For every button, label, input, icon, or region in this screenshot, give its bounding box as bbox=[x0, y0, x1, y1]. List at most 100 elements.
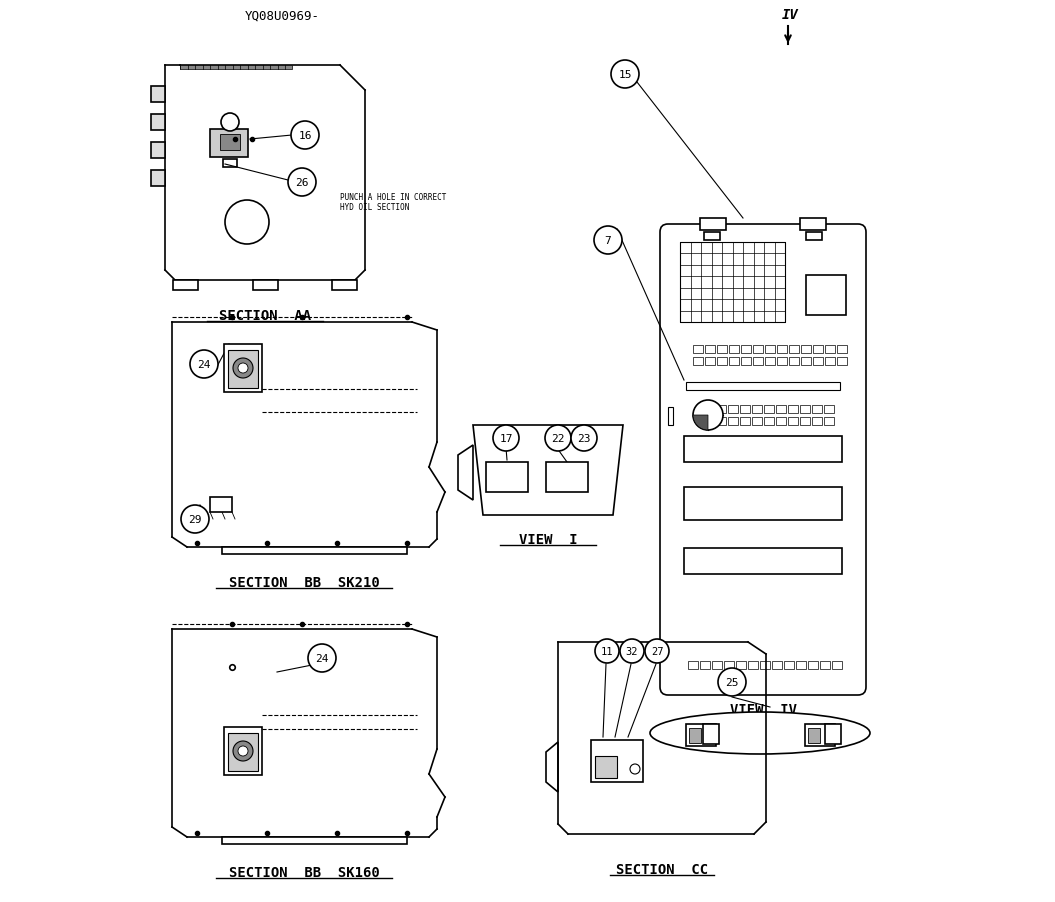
Bar bbox=[693, 345, 703, 354]
Bar bbox=[668, 408, 673, 426]
Bar bbox=[764, 418, 774, 426]
Bar bbox=[837, 357, 847, 365]
Text: 16: 16 bbox=[299, 131, 311, 141]
Bar bbox=[776, 345, 787, 354]
Bar bbox=[808, 661, 818, 669]
Text: PUNCH A HOLE IN CORRECT
HYD OIL SECTION: PUNCH A HOLE IN CORRECT HYD OIL SECTION bbox=[340, 193, 446, 212]
Text: IV: IV bbox=[782, 8, 799, 22]
Circle shape bbox=[190, 351, 218, 379]
Bar bbox=[224, 345, 262, 392]
Bar bbox=[332, 281, 357, 290]
Circle shape bbox=[291, 122, 319, 150]
Bar bbox=[688, 661, 698, 669]
FancyBboxPatch shape bbox=[660, 225, 866, 695]
Bar bbox=[724, 661, 734, 669]
Bar bbox=[740, 406, 750, 413]
Circle shape bbox=[308, 644, 335, 672]
Text: 26: 26 bbox=[295, 178, 309, 188]
Ellipse shape bbox=[650, 713, 870, 754]
Bar bbox=[712, 661, 722, 669]
Bar bbox=[705, 357, 715, 365]
Bar bbox=[813, 357, 823, 365]
Bar bbox=[151, 143, 165, 159]
Bar bbox=[741, 357, 751, 365]
Circle shape bbox=[594, 226, 622, 254]
Bar bbox=[729, 345, 738, 354]
Bar bbox=[701, 661, 710, 669]
Bar bbox=[693, 357, 703, 365]
Text: VIEW  IV: VIEW IV bbox=[729, 703, 797, 716]
Circle shape bbox=[238, 364, 248, 373]
Text: 32: 32 bbox=[626, 647, 638, 657]
Bar bbox=[801, 357, 811, 365]
Bar bbox=[765, 345, 775, 354]
Circle shape bbox=[718, 668, 746, 696]
Bar bbox=[752, 418, 762, 426]
Bar bbox=[825, 357, 835, 365]
Text: SECTION  BB  SK210: SECTION BB SK210 bbox=[229, 575, 380, 589]
Bar bbox=[801, 345, 811, 354]
Circle shape bbox=[181, 505, 209, 533]
Circle shape bbox=[630, 764, 640, 774]
Bar bbox=[546, 463, 588, 492]
Text: 27: 27 bbox=[651, 647, 664, 657]
Bar bbox=[253, 281, 279, 290]
Bar bbox=[684, 437, 842, 463]
Bar bbox=[680, 243, 785, 323]
Bar bbox=[776, 357, 787, 365]
Bar bbox=[486, 463, 528, 492]
Circle shape bbox=[595, 640, 619, 663]
Bar bbox=[837, 345, 847, 354]
Bar bbox=[752, 406, 762, 413]
Circle shape bbox=[693, 400, 723, 430]
Bar bbox=[717, 357, 727, 365]
Bar bbox=[716, 406, 726, 413]
Bar bbox=[812, 406, 822, 413]
Text: VIEW  I: VIEW I bbox=[519, 532, 577, 547]
Text: SECTION  AA: SECTION AA bbox=[219, 308, 311, 323]
Bar bbox=[728, 406, 738, 413]
Circle shape bbox=[620, 640, 644, 663]
Bar bbox=[760, 661, 770, 669]
Bar bbox=[729, 357, 738, 365]
Bar bbox=[686, 382, 840, 391]
Bar bbox=[753, 357, 763, 365]
Bar bbox=[800, 406, 810, 413]
Bar bbox=[764, 406, 774, 413]
Bar bbox=[824, 418, 835, 426]
Bar bbox=[784, 661, 794, 669]
Bar bbox=[789, 357, 799, 365]
Circle shape bbox=[220, 114, 239, 132]
Text: 29: 29 bbox=[188, 514, 202, 524]
Bar bbox=[210, 130, 248, 158]
Bar bbox=[684, 548, 842, 575]
Bar bbox=[173, 281, 198, 290]
Bar bbox=[180, 66, 292, 70]
Text: YQ08U0969-: YQ08U0969- bbox=[245, 10, 320, 23]
Bar bbox=[820, 661, 830, 669]
Bar bbox=[797, 661, 806, 669]
Circle shape bbox=[571, 426, 597, 452]
Bar bbox=[806, 276, 846, 316]
Wedge shape bbox=[693, 416, 708, 430]
Bar bbox=[716, 418, 726, 426]
Bar bbox=[788, 418, 798, 426]
Circle shape bbox=[238, 746, 248, 756]
Text: 11: 11 bbox=[600, 647, 613, 657]
Text: 17: 17 bbox=[499, 434, 513, 444]
Bar bbox=[595, 756, 617, 778]
Bar bbox=[748, 661, 757, 669]
Text: 24: 24 bbox=[197, 360, 211, 370]
Bar bbox=[824, 406, 835, 413]
Bar bbox=[151, 115, 165, 131]
Bar bbox=[788, 406, 798, 413]
Bar bbox=[776, 418, 786, 426]
Circle shape bbox=[645, 640, 669, 663]
Text: 25: 25 bbox=[725, 677, 738, 687]
Bar bbox=[686, 724, 716, 746]
Circle shape bbox=[611, 61, 639, 89]
Bar bbox=[210, 497, 232, 512]
Bar bbox=[689, 728, 701, 743]
Circle shape bbox=[233, 741, 253, 761]
Text: 23: 23 bbox=[577, 434, 591, 444]
